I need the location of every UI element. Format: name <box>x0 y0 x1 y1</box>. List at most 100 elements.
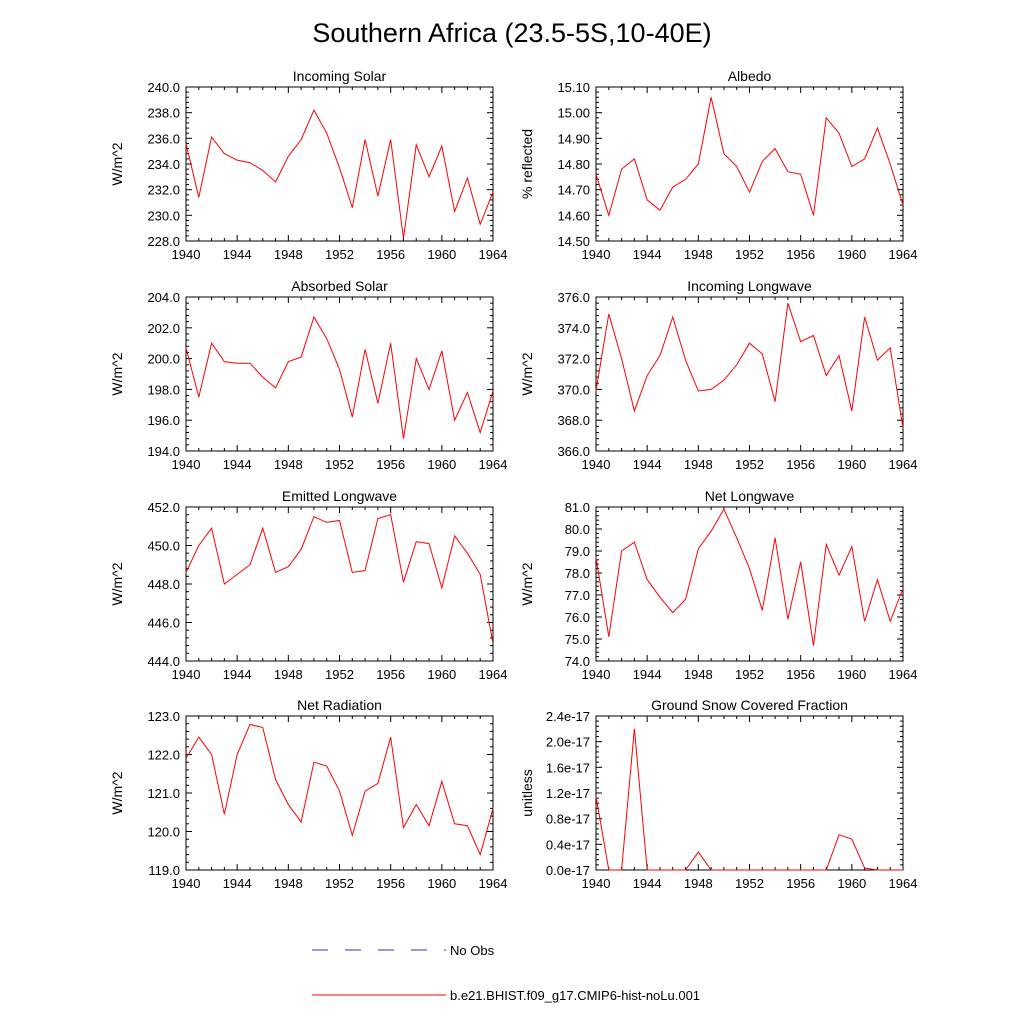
x-tick-label: 1952 <box>325 247 354 262</box>
y-tick-label: 123.0 <box>147 709 180 724</box>
x-tick-label: 1940 <box>172 457 201 472</box>
series-line-model <box>185 315 494 439</box>
x-tick-label: 1956 <box>786 876 815 891</box>
y-tick-label: 446.0 <box>147 616 180 631</box>
y-tick-label: 366.0 <box>557 444 590 459</box>
x-tick-label: 1964 <box>889 876 918 891</box>
x-tick-label: 1940 <box>172 667 201 682</box>
x-tick-label: 1948 <box>274 667 303 682</box>
x-tick-label: 1956 <box>376 876 405 891</box>
x-tick-label: 1952 <box>325 876 354 891</box>
y-tick-label: 448.0 <box>147 577 180 592</box>
y-tick-label: 232.0 <box>147 183 180 198</box>
series-line-model <box>595 303 904 428</box>
y-tick-label: 198.0 <box>147 382 180 397</box>
legend: No Obs b.e21.BHIST.f09_g17.CMIP6-hist-no… <box>312 943 700 1003</box>
y-tick-label: 15.00 <box>557 106 590 121</box>
y-tick-label: 122.0 <box>147 748 180 763</box>
x-tick-label: 1948 <box>684 876 713 891</box>
x-tick-label: 1956 <box>376 247 405 262</box>
x-tick-label: 1964 <box>479 876 508 891</box>
x-tick-label: 1964 <box>479 457 508 472</box>
panel-title: Net Radiation <box>297 697 382 713</box>
panel-title: Absorbed Solar <box>291 278 388 294</box>
y-tick-label: 74.0 <box>565 654 590 669</box>
series-line-model <box>595 728 903 871</box>
x-tick-label: 1960 <box>837 247 866 262</box>
series-line-model <box>595 97 904 218</box>
x-tick-label: 1944 <box>633 876 662 891</box>
y-tick-label: 444.0 <box>147 654 180 669</box>
y-tick-label: 230.0 <box>147 208 180 223</box>
y-tick-label: 80.0 <box>565 522 590 537</box>
x-tick-label: 1940 <box>582 876 611 891</box>
y-tick-label: 76.0 <box>565 610 590 625</box>
y-axis-label: unitless <box>519 769 535 816</box>
x-tick-label: 1952 <box>325 457 354 472</box>
x-tick-label: 1960 <box>427 667 456 682</box>
x-tick-label: 1948 <box>274 247 303 262</box>
panel-7: Net Radiation W/m^2 1940 1944 1948 1952 1956 19… <box>109 697 507 891</box>
x-tick-label: 1960 <box>837 876 866 891</box>
x-tick-label: 1956 <box>786 667 815 682</box>
x-tick-label: 1964 <box>889 457 918 472</box>
x-tick-label: 1960 <box>427 457 456 472</box>
x-tick-label: 1944 <box>633 457 662 472</box>
y-tick-label: 450.0 <box>147 539 180 554</box>
y-tick-label: 236.0 <box>147 131 180 146</box>
y-tick-label: 78.0 <box>565 566 590 581</box>
y-tick-label: 202.0 <box>147 321 180 336</box>
x-tick-label: 1952 <box>735 247 764 262</box>
x-tick-label: 1940 <box>172 876 201 891</box>
x-tick-label: 1944 <box>633 667 662 682</box>
y-axis-label: W/m^2 <box>109 562 125 605</box>
y-tick-label: 1.6e-17 <box>546 760 590 775</box>
y-tick-label: 75.0 <box>565 632 590 647</box>
x-tick-label: 1944 <box>223 876 252 891</box>
y-tick-label: 2.4e-17 <box>546 709 590 724</box>
series-line-model <box>185 514 494 644</box>
y-tick-label: 120.0 <box>147 825 180 840</box>
x-tick-label: 1940 <box>582 457 611 472</box>
y-tick-label: 119.0 <box>148 863 180 878</box>
x-tick-label: 1944 <box>223 667 252 682</box>
x-tick-label: 1948 <box>274 876 303 891</box>
y-tick-label: 14.50 <box>557 234 590 249</box>
panel-title: Incoming Solar <box>293 68 387 84</box>
y-axis-label: W/m^2 <box>519 562 535 605</box>
panel-title: Net Longwave <box>705 488 795 504</box>
y-tick-label: 0.8e-17 <box>546 812 590 827</box>
panel-6: Net Longwave W/m^2 1940 1944 1948 1952 1956 196… <box>519 488 917 682</box>
panels: Incoming Solar W/m^2 1940 1944 1948 1952 1956 1… <box>109 68 917 891</box>
legend-obs-label: No Obs <box>450 943 495 958</box>
plot-frame <box>595 506 904 662</box>
x-tick-label: 1952 <box>325 667 354 682</box>
y-tick-label: 14.70 <box>557 183 590 198</box>
x-tick-label: 1944 <box>633 247 662 262</box>
x-tick-label: 1948 <box>274 457 303 472</box>
series-line-model <box>595 508 904 646</box>
x-tick-label: 1952 <box>735 457 764 472</box>
y-tick-label: 77.0 <box>565 588 590 603</box>
y-axis-label: W/m^2 <box>109 142 125 185</box>
x-tick-label: 1956 <box>376 667 405 682</box>
y-tick-label: 1.2e-17 <box>546 786 590 801</box>
x-tick-label: 1956 <box>786 247 815 262</box>
y-tick-label: 121.0 <box>147 786 180 801</box>
panel-title: Emitted Longwave <box>282 488 397 504</box>
y-tick-label: 194.0 <box>147 444 180 459</box>
y-tick-label: 14.90 <box>557 131 590 146</box>
x-tick-label: 1960 <box>427 247 456 262</box>
y-tick-label: 370.0 <box>557 382 590 397</box>
panel-8: Ground Snow Covered Fraction unitless 1940… <box>519 697 917 891</box>
x-tick-label: 1964 <box>889 667 918 682</box>
y-tick-label: 374.0 <box>557 321 590 336</box>
page-title: Southern Africa (23.5-5S,10-40E) <box>312 18 711 48</box>
x-tick-label: 1964 <box>479 247 508 262</box>
x-tick-label: 1964 <box>889 247 918 262</box>
x-tick-label: 1952 <box>735 876 764 891</box>
plot-frame <box>185 506 494 662</box>
plot-frame <box>185 296 494 452</box>
y-tick-label: 81.0 <box>565 500 590 515</box>
